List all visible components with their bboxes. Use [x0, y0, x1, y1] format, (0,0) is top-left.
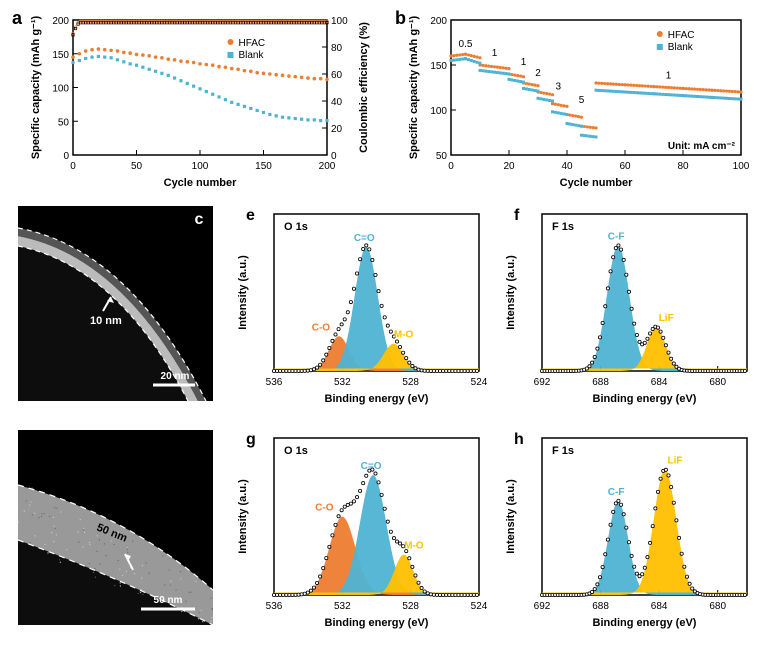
- svg-text:HFAC: HFAC: [238, 38, 265, 49]
- svg-text:100: 100: [331, 16, 348, 27]
- svg-text:100: 100: [733, 161, 750, 172]
- chart-a: 050100150200020406080100050100150200Cycl…: [25, 10, 375, 190]
- svg-text:3: 3: [556, 81, 562, 92]
- svg-text:Binding energy (eV): Binding energy (eV): [593, 393, 697, 405]
- svg-text:100: 100: [430, 106, 447, 117]
- svg-text:680: 680: [709, 601, 726, 612]
- svg-text:c: c: [195, 211, 204, 228]
- svg-text:f: f: [514, 207, 520, 224]
- panel-label-a: a: [12, 8, 22, 29]
- svg-text:524: 524: [471, 601, 487, 612]
- svg-text:h: h: [514, 431, 524, 448]
- svg-text:684: 684: [651, 601, 668, 612]
- svg-text:40: 40: [561, 161, 573, 172]
- svg-text:150: 150: [52, 50, 69, 61]
- svg-text:1: 1: [666, 71, 672, 82]
- svg-text:50: 50: [58, 117, 70, 128]
- svg-text:C-O: C-O: [315, 503, 334, 514]
- svg-text:528: 528: [402, 601, 419, 612]
- svg-text:20 nm: 20 nm: [161, 371, 190, 382]
- svg-text:200: 200: [52, 16, 69, 27]
- svg-text:HFAC: HFAC: [668, 30, 695, 41]
- svg-text:M-O: M-O: [404, 541, 424, 552]
- svg-text:680: 680: [709, 377, 726, 388]
- svg-text:20: 20: [503, 161, 515, 172]
- svg-text:80: 80: [331, 43, 343, 54]
- svg-text:Intensity (a.u.): Intensity (a.u.): [237, 255, 249, 330]
- svg-text:60: 60: [331, 70, 343, 81]
- svg-text:Specific capacity (mAh g⁻¹): Specific capacity (mAh g⁻¹): [408, 15, 420, 159]
- svg-text:60: 60: [619, 161, 631, 172]
- svg-text:528: 528: [402, 377, 419, 388]
- svg-text:50 nm: 50 nm: [154, 595, 183, 606]
- svg-text:0: 0: [448, 161, 454, 172]
- tem-image-c: 10 nm 20 nm c: [18, 206, 213, 401]
- svg-text:524: 524: [471, 377, 487, 388]
- svg-text:C-F: C-F: [608, 487, 625, 498]
- chart-b: 50 100 150 200 0 20 40 60 80 100 Cycle number Speci…: [403, 10, 753, 190]
- svg-text:50: 50: [131, 161, 143, 172]
- svg-text:50: 50: [436, 151, 448, 162]
- svg-text:532: 532: [334, 601, 351, 612]
- svg-text:5: 5: [579, 95, 585, 106]
- svg-text:LiF: LiF: [659, 313, 674, 324]
- svg-text:O 1s: O 1s: [284, 221, 308, 233]
- svg-text:C-F: C-F: [608, 231, 625, 242]
- svg-text:F 1s: F 1s: [552, 445, 574, 457]
- svg-text:150: 150: [255, 161, 272, 172]
- xps-g: 536 532 528 524 Binding energy (eV) Intensity…: [232, 430, 487, 630]
- svg-text:2: 2: [535, 68, 541, 79]
- svg-text:C-O: C-O: [312, 322, 331, 333]
- svg-text:M-O: M-O: [394, 330, 414, 341]
- svg-text:Coulombic efficiency (%): Coulombic efficiency (%): [358, 22, 370, 153]
- svg-text:536: 536: [266, 377, 283, 388]
- xps-e: 536 532 528 524 Binding energy (eV) Intensity…: [232, 206, 487, 406]
- svg-text:Binding energy (eV): Binding energy (eV): [593, 617, 697, 629]
- svg-text:200: 200: [430, 16, 447, 27]
- svg-text:80: 80: [677, 161, 689, 172]
- svg-text:Intensity (a.u.): Intensity (a.u.): [505, 255, 517, 330]
- svg-text:684: 684: [651, 377, 668, 388]
- svg-text:Unit: mA cm⁻²: Unit: mA cm⁻²: [668, 141, 736, 152]
- svg-text:0.5: 0.5: [459, 39, 473, 50]
- svg-text:688: 688: [592, 601, 609, 612]
- svg-text:692: 692: [534, 377, 551, 388]
- svg-text:d: d: [194, 435, 204, 452]
- svg-text:Intensity (a.u.): Intensity (a.u.): [505, 479, 517, 554]
- svg-text:536: 536: [266, 601, 283, 612]
- svg-text:0: 0: [70, 161, 76, 172]
- svg-text:Specific capacity (mAh g⁻¹): Specific capacity (mAh g⁻¹): [30, 15, 42, 159]
- svg-text:LiF: LiF: [668, 455, 683, 466]
- svg-text:20: 20: [331, 124, 343, 135]
- svg-text:g: g: [246, 431, 256, 448]
- svg-text:688: 688: [592, 377, 609, 388]
- svg-text:Binding energy (eV): Binding energy (eV): [325, 393, 429, 405]
- svg-text:150: 150: [430, 61, 447, 72]
- svg-text:Blank: Blank: [238, 50, 264, 61]
- svg-text:40: 40: [331, 97, 343, 108]
- svg-text:O 1s: O 1s: [284, 445, 308, 457]
- svg-text:100: 100: [192, 161, 209, 172]
- xps-f: 692 688 684 680 Binding energy (eV) Intensity…: [500, 206, 755, 406]
- svg-text:Cycle number: Cycle number: [560, 177, 633, 189]
- svg-text:e: e: [246, 207, 255, 224]
- svg-text:532: 532: [334, 377, 351, 388]
- svg-text:Blank: Blank: [668, 42, 694, 53]
- svg-text:200: 200: [319, 161, 336, 172]
- svg-text:Intensity (a.u.): Intensity (a.u.): [237, 479, 249, 554]
- svg-text:10 nm: 10 nm: [90, 315, 122, 327]
- svg-text:C=O: C=O: [361, 461, 382, 472]
- xps-h: 692 688 684 680 Binding energy (eV) Intensity…: [500, 430, 755, 630]
- svg-text:C=O: C=O: [354, 233, 375, 244]
- svg-text:Binding energy (eV): Binding energy (eV): [325, 617, 429, 629]
- svg-text:100: 100: [52, 84, 69, 95]
- svg-text:Cycle number: Cycle number: [164, 177, 237, 189]
- tem-image-d: 50 nm50 nmd: [18, 430, 213, 625]
- svg-text:0: 0: [63, 151, 69, 162]
- svg-text:1: 1: [492, 48, 498, 59]
- svg-text:692: 692: [534, 601, 551, 612]
- svg-text:F 1s: F 1s: [552, 221, 574, 233]
- svg-text:1: 1: [521, 57, 527, 68]
